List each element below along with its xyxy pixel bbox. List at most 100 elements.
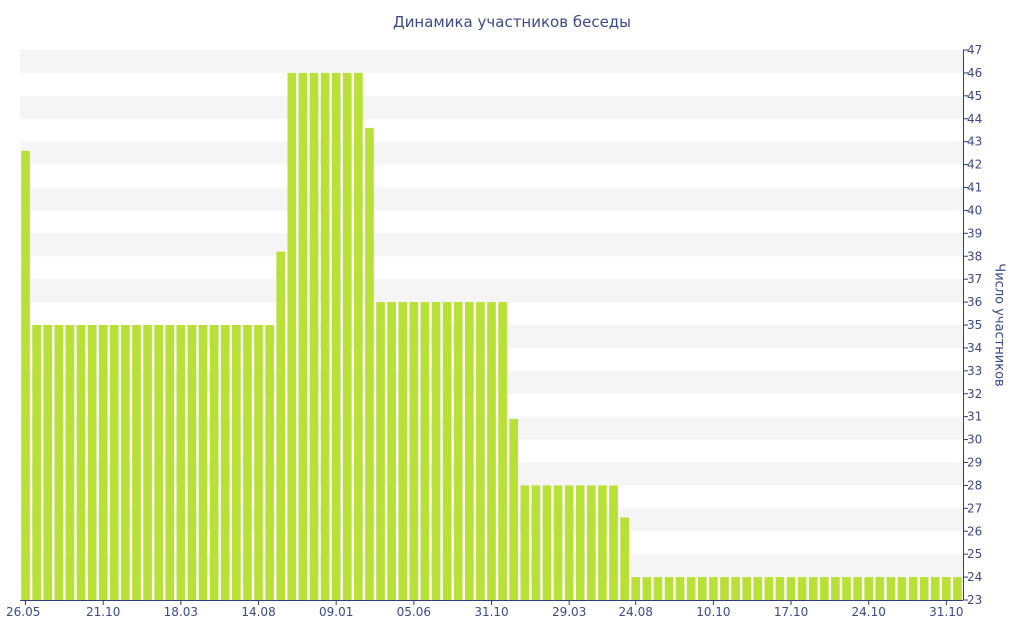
- bar[interactable]: [720, 577, 729, 600]
- x-tick-label: 26.05: [6, 605, 40, 619]
- bar[interactable]: [65, 325, 75, 600]
- bar[interactable]: [54, 325, 64, 600]
- y-tick-label: 46: [967, 66, 982, 80]
- bar[interactable]: [431, 302, 441, 600]
- bar[interactable]: [742, 577, 751, 600]
- x-tick-label: 24.08: [619, 605, 653, 619]
- bar[interactable]: [198, 325, 208, 600]
- bar[interactable]: [731, 577, 740, 600]
- bar[interactable]: [553, 485, 563, 600]
- bar[interactable]: [376, 302, 385, 600]
- bar[interactable]: [842, 577, 851, 600]
- x-tick-label: 31.10: [929, 605, 963, 619]
- bar[interactable]: [109, 325, 119, 600]
- y-tick-labels: 23 24 25 26 27 28 29 30 31 32 33 34 35 36 37 38 39 40 41 42…: [963, 43, 982, 607]
- bar[interactable]: [908, 577, 918, 600]
- bar[interactable]: [132, 325, 141, 600]
- bar[interactable]: [853, 577, 862, 600]
- bar[interactable]: [176, 325, 186, 600]
- bar[interactable]: [165, 325, 175, 600]
- bar[interactable]: [309, 72, 319, 601]
- bar[interactable]: [32, 325, 41, 600]
- bar[interactable]: [598, 485, 607, 600]
- grid-band: [20, 279, 963, 303]
- bar[interactable]: [797, 577, 807, 600]
- bar[interactable]: [87, 325, 97, 600]
- bar[interactable]: [21, 150, 30, 600]
- bar[interactable]: [453, 302, 463, 600]
- y-tick-label: 27: [967, 501, 982, 515]
- bar[interactable]: [154, 325, 163, 600]
- bar[interactable]: [531, 485, 541, 600]
- bar[interactable]: [587, 485, 596, 600]
- bar[interactable]: [220, 325, 230, 600]
- bar[interactable]: [953, 577, 962, 600]
- bar[interactable]: [775, 577, 785, 600]
- bar[interactable]: [464, 302, 474, 600]
- y-tick-label: 38: [967, 249, 982, 263]
- bar[interactable]: [653, 577, 663, 600]
- bar[interactable]: [886, 577, 896, 600]
- bar[interactable]: [420, 302, 430, 600]
- bar[interactable]: [487, 302, 496, 600]
- grid-band: [20, 187, 963, 211]
- bar[interactable]: [76, 325, 86, 600]
- bar[interactable]: [276, 251, 286, 601]
- y-tick-label: 42: [967, 158, 982, 172]
- bar[interactable]: [243, 325, 252, 600]
- bar[interactable]: [476, 302, 485, 600]
- bar[interactable]: [642, 577, 652, 600]
- bar[interactable]: [509, 418, 519, 600]
- bar[interactable]: [232, 325, 241, 600]
- bar[interactable]: [753, 577, 763, 600]
- bar[interactable]: [686, 577, 696, 600]
- bar[interactable]: [697, 577, 707, 600]
- bar[interactable]: [265, 325, 274, 600]
- bar[interactable]: [709, 577, 718, 600]
- x-tick-labels: 26.05 21.10 18.03 14.08 09.01 05.06 31.10 29.03…: [6, 600, 964, 619]
- bar[interactable]: [254, 325, 263, 600]
- bar[interactable]: [442, 302, 452, 600]
- bar[interactable]: [143, 325, 152, 600]
- bar[interactable]: [398, 302, 408, 600]
- bar[interactable]: [387, 302, 396, 600]
- bar[interactable]: [520, 485, 530, 600]
- bar[interactable]: [764, 577, 774, 600]
- bar[interactable]: [897, 577, 907, 600]
- bar[interactable]: [820, 577, 829, 600]
- bar[interactable]: [498, 302, 507, 600]
- bar[interactable]: [287, 72, 297, 601]
- bar[interactable]: [542, 485, 552, 600]
- bar[interactable]: [864, 577, 874, 600]
- bar[interactable]: [675, 577, 685, 600]
- bar[interactable]: [875, 577, 885, 600]
- bar[interactable]: [331, 72, 341, 601]
- y-tick-label: 30: [967, 433, 982, 447]
- bar[interactable]: [187, 325, 197, 600]
- bar[interactable]: [98, 325, 108, 600]
- bar[interactable]: [664, 577, 674, 600]
- bar[interactable]: [808, 577, 818, 600]
- chart-title: Динамика участников беседы: [392, 13, 632, 31]
- bar[interactable]: [354, 72, 363, 601]
- bar[interactable]: [919, 577, 929, 600]
- bar[interactable]: [564, 485, 574, 600]
- bar[interactable]: [121, 325, 130, 600]
- bar[interactable]: [298, 72, 308, 601]
- bar[interactable]: [831, 577, 840, 600]
- bar[interactable]: [320, 72, 330, 601]
- bar[interactable]: [631, 577, 641, 600]
- bar[interactable]: [409, 302, 419, 600]
- bar[interactable]: [43, 325, 53, 600]
- bar[interactable]: [620, 517, 629, 601]
- y-tick-label: 40: [967, 203, 982, 217]
- bar[interactable]: [209, 325, 219, 600]
- bar[interactable]: [365, 127, 374, 601]
- bar[interactable]: [930, 577, 940, 600]
- bar[interactable]: [609, 485, 618, 600]
- bar[interactable]: [575, 485, 585, 600]
- x-tick-label: 09.01: [319, 605, 353, 619]
- bar[interactable]: [342, 72, 352, 601]
- bar[interactable]: [786, 577, 796, 600]
- bar[interactable]: [942, 577, 951, 600]
